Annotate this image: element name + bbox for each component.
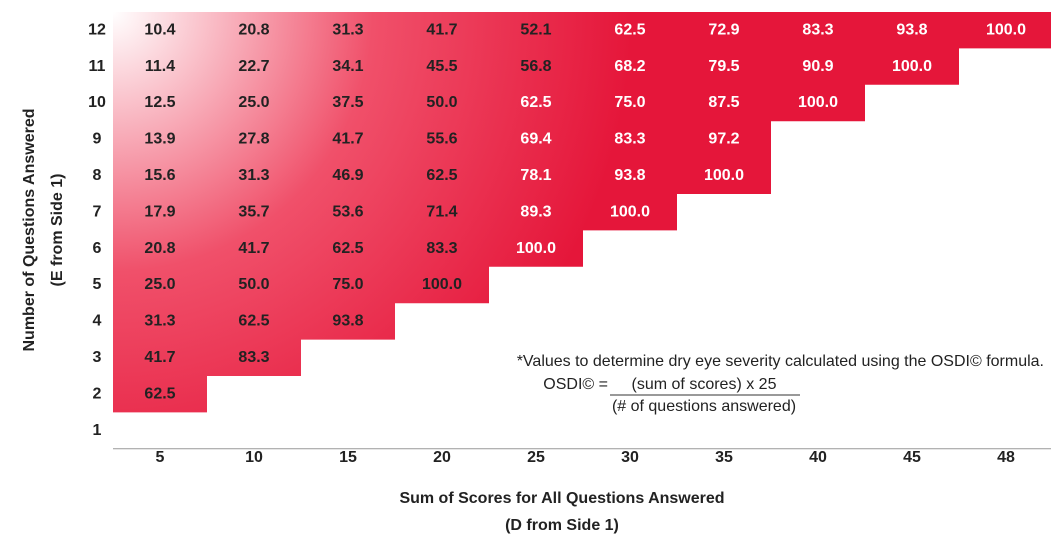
cell-value: 93.8 [896,21,927,38]
column-label: 45 [903,449,921,466]
column-label: 48 [997,449,1015,466]
cell-value: 100.0 [422,276,462,293]
cell-value: 62.5 [614,21,645,38]
cell-value: 62.5 [426,167,457,184]
cell-value: 75.0 [614,94,645,111]
x-axis-title: Sum of Scores for All Questions Answered [399,490,724,507]
cell-value: 62.5 [238,313,269,330]
cell-value: 93.8 [332,313,363,330]
cell-value: 17.9 [144,203,175,220]
y-axis-title: (E from Side 1) [49,174,66,287]
cell-value: 90.9 [802,58,833,75]
heat-region [113,12,1051,449]
row-label: 6 [93,240,102,257]
cell-value: 46.9 [332,167,363,184]
cell-value: 83.3 [614,131,645,148]
cell-value: 25.0 [238,94,269,111]
cell-value: 41.7 [426,21,457,38]
cell-value: 97.2 [708,131,739,148]
cell-value: 83.3 [238,349,269,366]
cell-value: 27.8 [238,131,269,148]
cell-value: 89.3 [520,203,551,220]
cell-value: 72.9 [708,21,739,38]
formula-lhs: OSDI© = [543,376,608,393]
cell-value: 37.5 [332,94,363,111]
x-axis-title: (D from Side 1) [505,517,619,534]
cell-value: 20.8 [238,21,269,38]
cell-value: 12.5 [144,94,175,111]
cell-value: 13.9 [144,131,175,148]
cell-value: 31.3 [238,167,269,184]
column-label: 5 [156,449,165,466]
cell-value: 22.7 [238,58,269,75]
cell-value: 87.5 [708,94,739,111]
row-label: 11 [89,58,106,75]
row-label: 2 [93,385,102,402]
cell-value: 11.4 [145,58,175,75]
column-label: 15 [339,449,357,466]
column-label: 10 [245,449,263,466]
cell-value: 55.6 [426,131,457,148]
row-label: 3 [93,349,102,366]
row-label: 7 [93,203,102,220]
column-label: 20 [433,449,451,466]
formula-denominator: (# of questions answered) [612,398,796,415]
row-label: 12 [88,21,106,38]
cell-value: 25.0 [144,276,175,293]
formula-numerator: (sum of scores) x 25 [632,376,777,393]
cell-value: 69.4 [520,131,551,148]
cell-value: 53.6 [332,203,363,220]
cell-value: 83.3 [426,240,457,257]
row-label: 5 [93,276,102,293]
cell-value: 31.3 [144,313,175,330]
cell-value: 78.1 [520,167,551,184]
row-label: 4 [93,313,102,330]
cell-value: 41.7 [332,131,363,148]
cell-value: 41.7 [144,349,175,366]
cell-value: 100.0 [516,240,556,257]
cell-value: 100.0 [892,58,932,75]
cell-value: 62.5 [332,240,363,257]
cell-value: 71.4 [426,203,457,220]
cell-value: 56.8 [520,58,551,75]
cell-value: 79.5 [708,58,739,75]
row-label: 9 [93,131,102,148]
cell-value: 83.3 [802,21,833,38]
y-axis-title: Number of Questions Answered [21,109,38,352]
row-label: 10 [88,94,106,111]
column-label: 30 [621,449,639,466]
column-label: 35 [715,449,733,466]
note: *Values to determine dry eye severity ca… [517,353,1044,370]
cell-value: 45.5 [426,58,457,75]
cell-value: 52.1 [520,21,551,38]
cell-value: 75.0 [332,276,363,293]
cell-value: 31.3 [332,21,363,38]
cell-value: 62.5 [520,94,551,111]
cell-value: 100.0 [610,203,650,220]
cell-value: 35.7 [238,203,269,220]
column-label: 25 [527,449,545,466]
cell-value: 50.0 [426,94,457,111]
cell-value: 41.7 [238,240,269,257]
cell-value: 34.1 [332,58,363,75]
cell-value: 100.0 [798,94,838,111]
cell-value: 100.0 [986,21,1026,38]
cell-value: 50.0 [238,276,269,293]
cell-value: 15.6 [144,167,175,184]
cell-value: 68.2 [614,58,645,75]
cell-value: 10.4 [144,21,175,38]
cell-value: 20.8 [144,240,175,257]
row-label: 8 [93,167,102,184]
cell-value: 93.8 [614,167,645,184]
cell-value: 100.0 [704,167,744,184]
row-label: 1 [93,422,102,439]
cell-value: 62.5 [144,385,175,402]
column-label: 40 [809,449,827,466]
